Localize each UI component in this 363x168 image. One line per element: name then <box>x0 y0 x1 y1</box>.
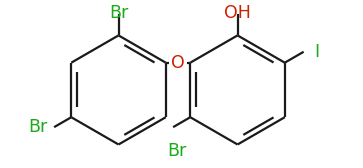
Text: Br: Br <box>29 118 48 136</box>
Text: I: I <box>314 43 319 61</box>
Text: Br: Br <box>167 142 186 160</box>
Text: O: O <box>171 54 185 72</box>
Text: Br: Br <box>109 4 128 22</box>
Text: OH: OH <box>224 4 251 22</box>
